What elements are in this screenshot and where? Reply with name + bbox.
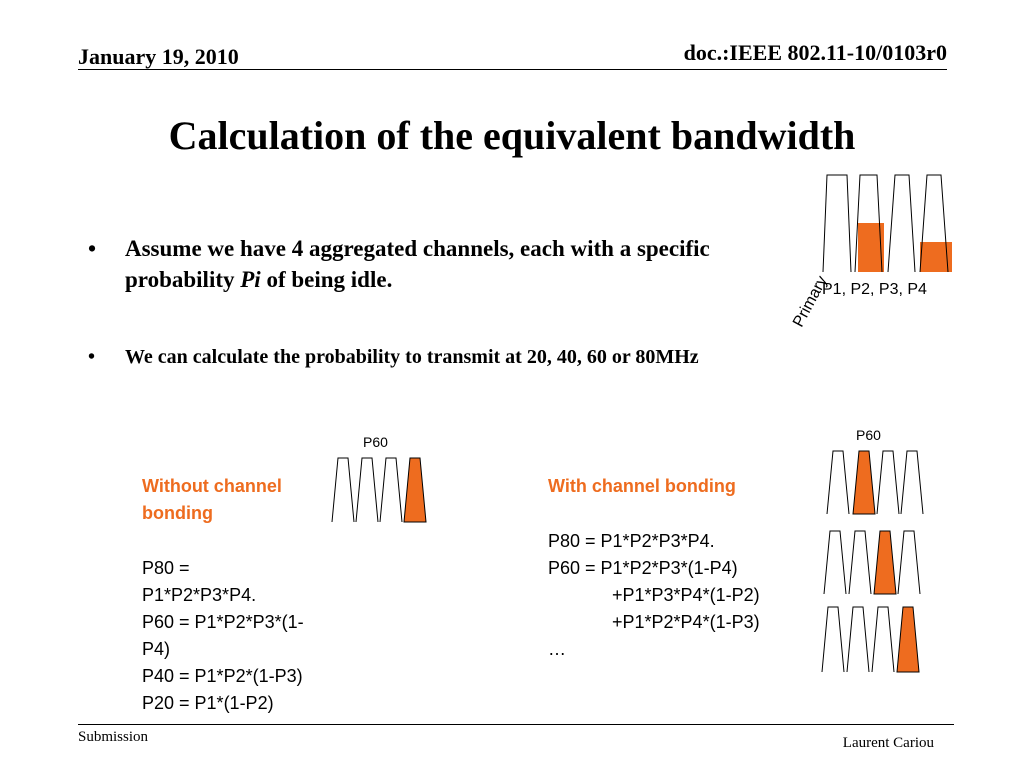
footer-left: Submission <box>78 729 149 745</box>
channel-2 <box>846 606 870 673</box>
channel-2 <box>355 457 379 523</box>
footer-divider <box>78 724 954 725</box>
footer-author: Laurent Cariou <box>842 735 934 751</box>
formula-line: P80 = P1*P2*P3*P4. <box>548 531 715 551</box>
formula-line: P40 = P1*P2*(1-P3) <box>142 666 303 686</box>
header-date: January 19, 2010 <box>78 44 239 69</box>
formula-line: +P1*P2*P4*(1-P3) <box>612 612 760 632</box>
left-diagram-label: P60 <box>363 434 388 450</box>
channel-4 <box>919 174 952 273</box>
channel-1 <box>821 606 845 673</box>
left-formulas: P80 = P1*P2*P3*P4. P60 = P1*P2*P3*(1- P4… <box>142 555 357 717</box>
bullet-item-1: • Assume we have 4 aggregated channels, … <box>88 233 788 295</box>
formula-line: P80 = <box>142 558 190 578</box>
right-channels-diagram-1 <box>826 450 924 515</box>
channel-4-active <box>896 606 920 673</box>
channel-2 <box>848 530 872 595</box>
channel-4-active <box>403 457 427 523</box>
formula-line: P1*P2*P3*P4. <box>142 585 257 605</box>
formula-line: P60 = P1*P2*P3*(1- <box>142 612 304 632</box>
left-channels-diagram <box>331 457 427 523</box>
right-heading: With channel bonding <box>548 476 736 496</box>
channel-1 <box>331 457 355 523</box>
bullet-1-text-end: of being idle. <box>260 267 393 292</box>
right-channels-diagram-2 <box>823 530 921 595</box>
right-channels-diagram-3 <box>821 606 920 673</box>
channel-1 <box>823 530 847 595</box>
channel-1 <box>822 174 852 273</box>
channel-4 <box>900 450 924 515</box>
channel-1 <box>826 450 850 515</box>
channels-diagram-top <box>822 174 952 273</box>
channel-3 <box>887 174 916 273</box>
channel-3-active <box>873 530 897 595</box>
channels-label: P1, P2, P3, P4 <box>822 281 927 298</box>
bullet-1-text: Assume we have 4 aggregated channels, ea… <box>125 236 710 292</box>
left-heading: Without channel bonding <box>142 476 282 523</box>
header-divider <box>78 69 947 70</box>
channel-4 <box>897 530 921 595</box>
channel-3 <box>379 457 403 523</box>
primary-label: Primary <box>790 273 831 330</box>
bullet-item-2: • We can calculate the probability to tr… <box>88 342 788 372</box>
slide-title: Calculation of the equivalent bandwidth <box>168 113 856 158</box>
bullet-symbol: • <box>88 236 97 261</box>
formula-line: P20 = P1*(1-P2) <box>142 693 274 713</box>
channel-3 <box>871 606 895 673</box>
header-doc-id: doc.:IEEE 802.11-10/0103r0 <box>683 40 947 65</box>
bullet-1-italic: Pi <box>240 267 261 292</box>
channel-2 <box>854 174 884 273</box>
right-diagram-label: P60 <box>856 427 881 443</box>
formula-line: P4) <box>142 639 171 659</box>
right-formulas: P80 = P1*P2*P3*P4. P60 = P1*P2*P3*(1-P4)… <box>548 528 848 663</box>
channel-2-active <box>852 450 876 515</box>
formula-line: … <box>548 639 566 659</box>
channel-3 <box>876 450 900 515</box>
formula-line: P60 = P1*P2*P3*(1-P4) <box>548 558 738 578</box>
formula-line: +P1*P3*P4*(1-P2) <box>612 585 760 605</box>
bullet-2-text: We can calculate the probability to tran… <box>125 346 699 368</box>
bullet-symbol: • <box>88 346 96 368</box>
